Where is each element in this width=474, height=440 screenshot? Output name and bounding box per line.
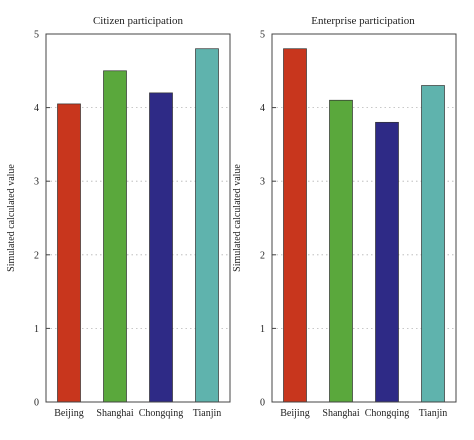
y-tick-label: 5 xyxy=(34,30,39,41)
x-tick-label: Beijing xyxy=(280,408,309,419)
bar-beijing xyxy=(283,48,307,403)
y-tick-label: 0 xyxy=(260,398,265,409)
chart-citizen: Citizen participation Simulated calculat… xyxy=(6,15,231,419)
plot-frame xyxy=(45,33,231,403)
chart-title: Citizen participation xyxy=(93,15,184,27)
x-tick-label: Shanghai xyxy=(96,408,133,419)
y-tick-label: 1 xyxy=(34,324,39,335)
bar-shanghai xyxy=(103,70,127,403)
y-axis-label: Simulated calculated value xyxy=(6,164,17,272)
x-tick-label: Beijing xyxy=(54,408,83,419)
bar-tianjin xyxy=(421,85,445,403)
bar-tianjin xyxy=(195,48,219,403)
x-tick-label: Tianjin xyxy=(193,408,222,419)
y-tick-label: 3 xyxy=(34,177,39,188)
y-tick-label: 2 xyxy=(34,250,39,261)
bar-chongqing xyxy=(375,121,399,403)
y-tick-label: 5 xyxy=(260,30,265,41)
x-tick-label: Tianjin xyxy=(419,408,448,419)
y-tick-label: 2 xyxy=(260,250,265,261)
y-tick-label: 0 xyxy=(34,398,39,409)
y-tick-label: 3 xyxy=(260,177,265,188)
x-tick-label: Chongqing xyxy=(365,408,409,419)
y-tick-label: 4 xyxy=(260,103,265,114)
y-axis-label: Simulated calculated value xyxy=(232,164,243,272)
chart-title: Enterprise participation xyxy=(311,15,415,27)
x-tick-label: Shanghai xyxy=(322,408,359,419)
y-tick-label: 1 xyxy=(260,324,265,335)
x-tick-label: Chongqing xyxy=(139,408,183,419)
plot-frame xyxy=(271,33,457,403)
bar-beijing xyxy=(57,103,81,403)
bar-shanghai xyxy=(329,99,353,403)
y-tick-label: 4 xyxy=(34,103,39,114)
chart-enterprise: Enterprise participation Simulated calcu… xyxy=(232,15,457,419)
bar-chongqing xyxy=(149,92,173,403)
